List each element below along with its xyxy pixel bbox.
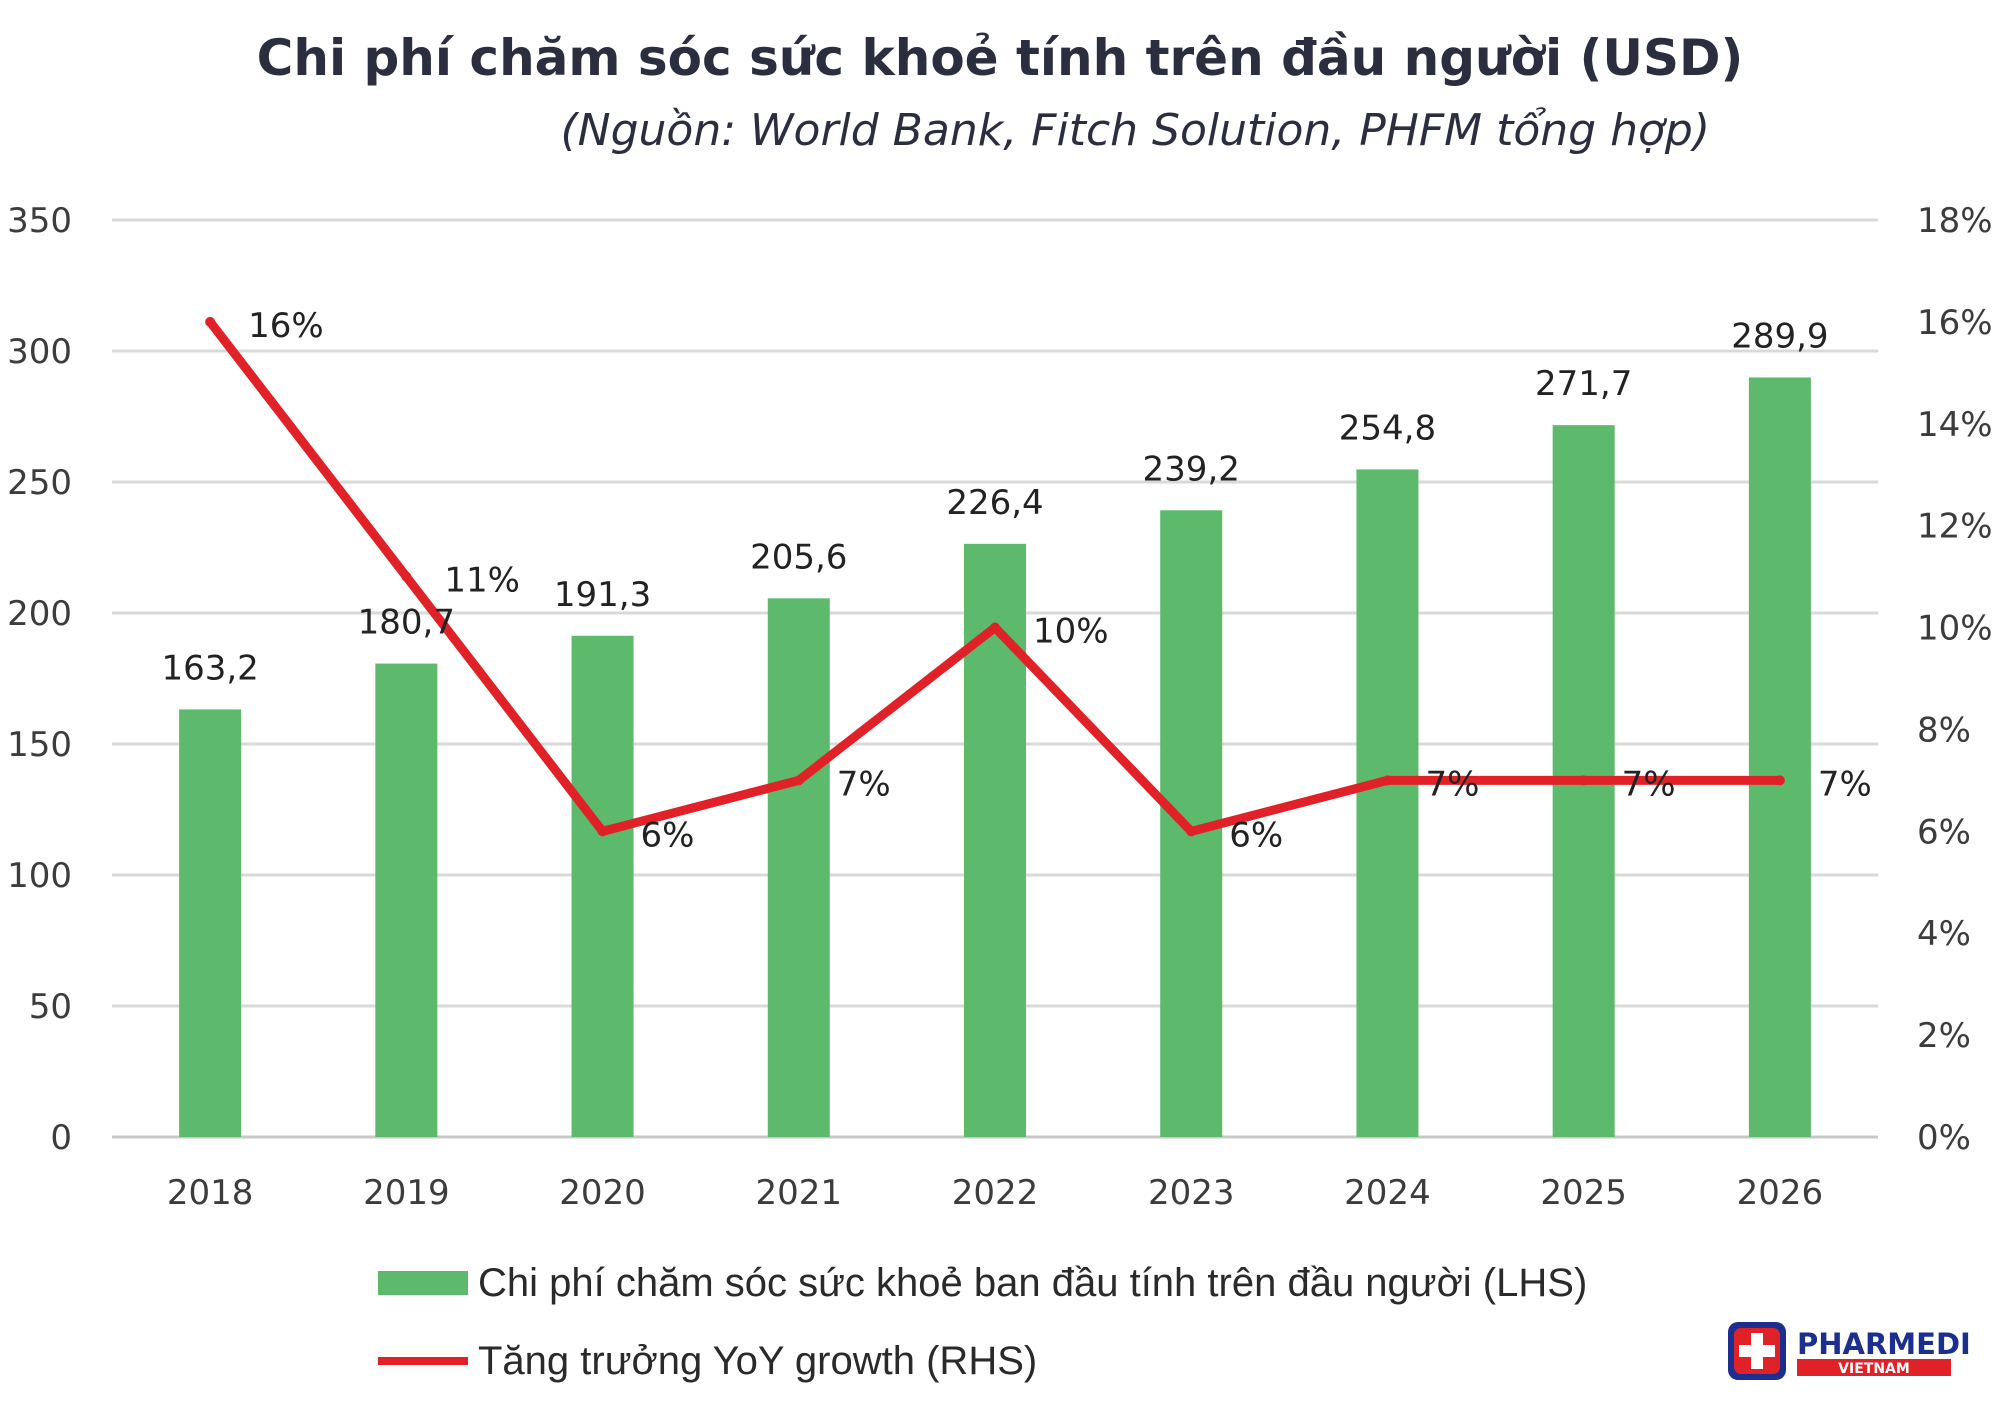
growth-point	[1774, 775, 1785, 786]
legend-bar-swatch	[378, 1271, 468, 1295]
bar	[179, 709, 242, 1137]
growth-point	[1578, 775, 1589, 786]
y-right-tick-label: 12%	[1917, 507, 1993, 547]
growth-value-label: 16%	[248, 306, 324, 346]
bar-value-label: 289,9	[1731, 316, 1828, 356]
y-left-tick-label: 100	[7, 856, 72, 896]
bar-value-label: 254,8	[1339, 408, 1436, 448]
legend-line-label: Tăng trưởng YoY growth (RHS)	[478, 1339, 1037, 1383]
growth-value-label: 6%	[1229, 815, 1283, 855]
left-axis-ticks: 0 50 100 150 200 250 300 350	[7, 201, 72, 1158]
growth-value-label: 7%	[837, 764, 891, 804]
y-left-tick-label: 0	[50, 1118, 72, 1158]
growth-point	[793, 775, 804, 786]
chart-subtitle: (Nguồn: World Bank, Fitch Solution, PHFM…	[561, 105, 1710, 156]
bar	[571, 635, 634, 1137]
growth-point	[597, 826, 608, 837]
x-tick-label: 2019	[363, 1173, 450, 1213]
y-right-tick-label: 16%	[1917, 303, 1993, 343]
bar-value-label: 163,2	[161, 648, 258, 688]
x-tick-label: 2026	[1737, 1173, 1824, 1213]
logo-sub-band	[1797, 1359, 1951, 1376]
growth-value-label: 7%	[1818, 764, 1872, 804]
y-left-tick-label: 350	[7, 201, 72, 241]
bar	[767, 598, 830, 1137]
y-right-tick-label: 8%	[1917, 710, 1971, 750]
growth-point	[1186, 826, 1197, 837]
bar-value-label: 271,7	[1535, 364, 1632, 404]
x-tick-label: 2023	[1148, 1173, 1235, 1213]
y-left-tick-label: 250	[7, 463, 72, 503]
right-axis-ticks: 0% 2% 4% 6% 8% 10% 12% 14% 16% 18%	[1917, 201, 1993, 1158]
growth-point	[1382, 775, 1393, 786]
y-right-tick-label: 4%	[1917, 914, 1971, 954]
growth-value-label: 10%	[1033, 612, 1109, 652]
y-left-tick-label: 50	[29, 987, 72, 1027]
x-tick-label: 2021	[756, 1173, 843, 1213]
growth-value-label: 7%	[1622, 764, 1676, 804]
bar	[1748, 377, 1811, 1137]
bar-data-labels: 163,2 180,7 191,3 205,6 226,4 239,2 254,8 271,7…	[161, 316, 1828, 688]
bar	[375, 663, 438, 1137]
x-axis-ticks: 2018 2019 2020 2021 2022 2023 2024 2025 2026	[167, 1173, 1823, 1213]
bar-value-label: 226,4	[946, 483, 1043, 523]
medical-cross-icon	[1728, 1322, 1786, 1380]
growth-point	[401, 571, 412, 582]
y-right-tick-label: 0%	[1917, 1118, 1971, 1158]
bar-value-label: 180,7	[358, 603, 455, 643]
pharmedi-logo: PHARMEDI VIETNAM	[1728, 1322, 1971, 1380]
legend: Chi phí chăm sóc sức khoẻ ban đầu tính t…	[378, 1261, 1587, 1383]
x-tick-label: 2025	[1540, 1173, 1627, 1213]
logo-sub: VIETNAM	[1838, 1361, 1910, 1377]
y-left-tick-label: 200	[7, 594, 72, 634]
logo-name: PHARMEDI	[1797, 1327, 1971, 1361]
x-tick-label: 2022	[952, 1173, 1039, 1213]
y-right-tick-label: 14%	[1917, 405, 1993, 445]
growth-line-series	[205, 316, 1785, 837]
legend-bar-label: Chi phí chăm sóc sức khoẻ ban đầu tính t…	[478, 1261, 1587, 1305]
x-tick-label: 2018	[167, 1173, 254, 1213]
growth-point	[990, 622, 1000, 633]
line-data-labels: 16% 11% 6% 7% 10% 6% 7% 7% 7%	[248, 306, 1872, 855]
bar-value-label: 239,2	[1143, 449, 1240, 489]
x-tick-label: 2020	[559, 1173, 646, 1213]
growth-value-label: 6%	[641, 815, 695, 855]
y-right-tick-label: 6%	[1917, 812, 1971, 852]
growth-point	[205, 316, 216, 327]
y-right-tick-label: 2%	[1917, 1016, 1971, 1056]
growth-value-label: 11%	[444, 561, 520, 601]
y-left-tick-label: 300	[7, 332, 72, 372]
bar	[1356, 469, 1419, 1137]
x-tick-label: 2024	[1344, 1173, 1431, 1213]
y-left-tick-label: 150	[7, 725, 72, 765]
chart-title: Chi phí chăm sóc sức khoẻ tính trên đầu …	[257, 29, 1744, 87]
bar-value-label: 205,6	[750, 537, 847, 577]
y-right-tick-label: 18%	[1917, 201, 1993, 241]
growth-value-label: 7%	[1425, 764, 1479, 804]
bar-value-label: 191,3	[554, 575, 651, 615]
y-right-tick-label: 10%	[1917, 609, 1993, 649]
